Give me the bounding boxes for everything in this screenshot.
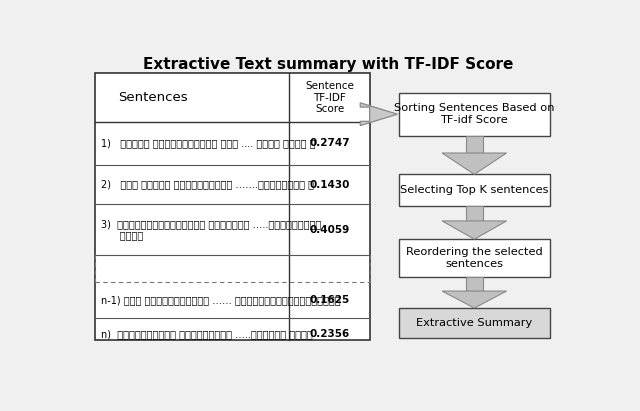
Polygon shape [442, 221, 507, 239]
Bar [466, 206, 483, 221]
Text: 0.1625: 0.1625 [309, 295, 349, 305]
Text: Sentences: Sentences [118, 91, 188, 104]
Bar [399, 239, 550, 277]
Bar [95, 73, 370, 340]
Text: n-1) ततः प्रतिशब्देन …… प्राणाःपरित्यक्ता।: n-1) ततः प्रतिशब्देन …… प्राणाःपरित्यक्त… [101, 295, 340, 305]
Bar [466, 277, 483, 291]
Text: 0.2747: 0.2747 [309, 139, 350, 148]
Bar [466, 136, 483, 153]
Bar [399, 174, 550, 206]
Text: 0.2356: 0.2356 [309, 329, 349, 339]
Polygon shape [442, 153, 507, 174]
Text: n)  शशाङ्कोऽपि हृद्यमनाः …..निवसति स्म।: n) शशाङ्कोऽपि हृद्यमनाः …..निवसति स्म। [101, 329, 312, 339]
Text: Sorting Sentences Based on
TF-idf Score: Sorting Sentences Based on TF-idf Score [394, 104, 555, 125]
Bar [399, 93, 550, 136]
Text: 2)   वने सिंहो मदोन्मत्तः …….निपातितः ।: 2) वने सिंहो मदोन्मत्तः …….निपातितः । [101, 180, 314, 189]
Text: 0.4059: 0.4059 [309, 225, 349, 235]
Text: Extractive Text summary with TF-IDF Score: Extractive Text summary with TF-IDF Scor… [143, 57, 513, 72]
Text: 1)   यरस्य बुद्धिर्बलं तरय .... कुतो बलम् ।: 1) यरस्य बुद्धिर्बलं तरय .... कुतो बलम् … [101, 139, 316, 148]
Text: Sentence
TF-IDF
Score: Sentence TF-IDF Score [305, 81, 354, 114]
Text: Extractive Summary: Extractive Summary [416, 318, 532, 328]
Bar [399, 308, 550, 338]
Polygon shape [360, 103, 397, 126]
Text: Selecting Top K sentences: Selecting Top K sentences [400, 185, 548, 195]
Text: 3)  कस्मिंश्चिद्वने भासुरको …..प्रतिवसति
      स्म।: 3) कस्मिंश्चिद्वने भासुरको …..प्रतिवसति … [101, 219, 321, 240]
Text: 0.1430: 0.1430 [309, 180, 349, 189]
Text: Reordering the selected
sentences: Reordering the selected sentences [406, 247, 543, 269]
Polygon shape [442, 291, 507, 308]
